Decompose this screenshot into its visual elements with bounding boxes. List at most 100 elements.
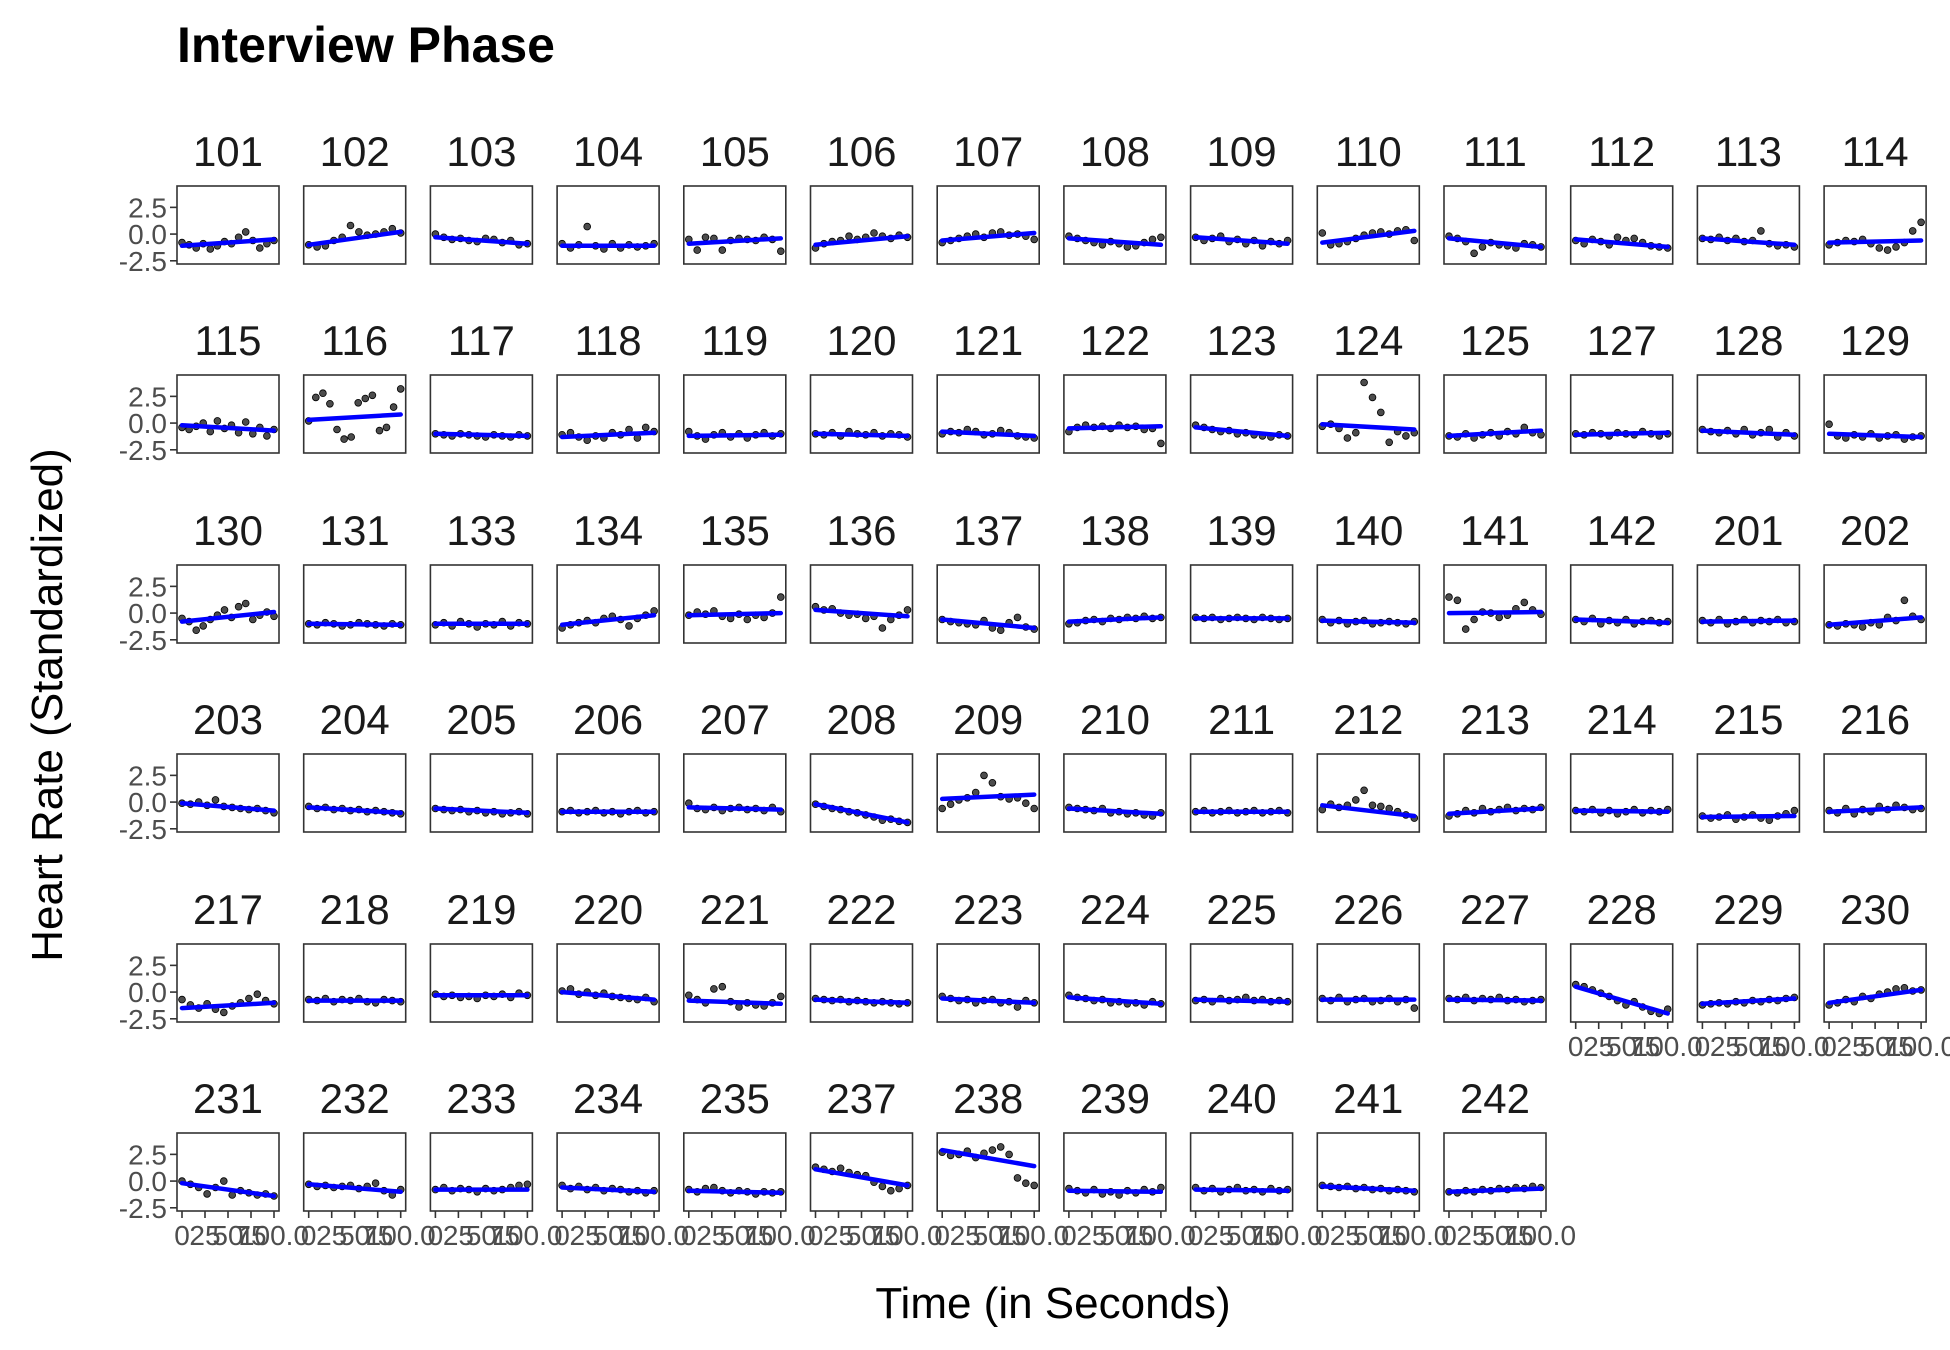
x-tick-label: 50	[719, 1220, 750, 1251]
y-axis-label: Heart Rate (Standardized)	[23, 448, 72, 962]
facet-strip-label: 105	[700, 128, 770, 175]
facet-panel-131: 131	[302, 507, 407, 644]
facet-strip-label: 204	[320, 696, 390, 743]
data-point	[220, 1177, 228, 1185]
panel-border	[1443, 753, 1547, 833]
fit-line	[939, 617, 1037, 631]
data-point	[776, 593, 785, 601]
facet-strip-label: 234	[573, 1075, 643, 1122]
facet-strip-label: 115	[195, 317, 262, 364]
panel-border	[176, 374, 280, 454]
data-point	[206, 245, 215, 253]
x-tick-label: 75	[1249, 1220, 1280, 1251]
facet-strip-label: 138	[1080, 507, 1150, 554]
facet-strip-label: 227	[1460, 886, 1530, 933]
panel-border	[1696, 185, 1801, 265]
panel-border	[1063, 1132, 1167, 1212]
facet-strip-label: 101	[193, 128, 263, 175]
fit-line	[1446, 428, 1544, 439]
fit-line	[1066, 424, 1164, 431]
x-tick-label: 0	[808, 1220, 824, 1251]
fit-line	[1320, 421, 1417, 432]
x-tick-label: 0	[1441, 1220, 1457, 1251]
panel-border	[1823, 564, 1927, 644]
panel-border	[302, 753, 407, 833]
data-point	[1030, 235, 1038, 244]
facet-panel-128: 128	[1696, 317, 1801, 454]
x-tick-label: 75	[235, 1220, 266, 1251]
facet-strip-label: 116	[321, 317, 388, 364]
x-tick-label: 0	[1695, 1031, 1711, 1062]
data-point	[996, 626, 1005, 634]
facet-strip-label: 232	[320, 1075, 390, 1122]
fit-line	[1066, 236, 1164, 248]
facet-strip-label: 125	[1460, 317, 1530, 364]
data-point	[845, 232, 853, 241]
fit-line	[179, 1000, 277, 1011]
facet-panel-109: 109	[1189, 128, 1294, 265]
facet-strip-label: 219	[446, 886, 516, 933]
facet-strip-label: 230	[1840, 886, 1910, 933]
data-point	[375, 426, 384, 435]
fit-line	[1826, 431, 1924, 440]
facet-panel-111: 111	[1443, 128, 1547, 265]
facet-panel-118: 118	[556, 317, 660, 454]
x-tick-label: 50	[1353, 1220, 1384, 1251]
x-tick-label: 25	[1076, 1220, 1107, 1251]
fit-line	[686, 432, 784, 439]
facet-strip-label: 228	[1587, 886, 1657, 933]
data-point	[996, 1143, 1005, 1151]
data-point	[980, 771, 988, 780]
facet-panel-139: 139	[1189, 507, 1294, 644]
data-point	[1377, 408, 1385, 417]
panel-border	[936, 564, 1041, 644]
facet-strip-label: 205	[446, 696, 516, 743]
fit-line	[1700, 813, 1797, 820]
facet-strip-label: 206	[573, 696, 643, 743]
data-point	[241, 599, 250, 608]
data-point	[192, 626, 201, 634]
x-tick-label: 25	[1583, 1031, 1614, 1062]
facet-panel-136: 136	[809, 507, 914, 644]
panel-border	[1189, 564, 1294, 644]
data-point	[1520, 598, 1529, 607]
facet-panel-104: 104	[556, 128, 660, 265]
facet-strip-label: 128	[1713, 317, 1783, 364]
facet-strip-label: 214	[1587, 696, 1657, 743]
x-tick-label: 75	[1756, 1031, 1787, 1062]
fit-line	[306, 412, 403, 423]
data-point	[625, 622, 633, 630]
data-point	[1352, 796, 1360, 804]
facet-panel-219: 219	[429, 886, 534, 1023]
facet-strip-label: 233	[446, 1075, 516, 1122]
facet-panel-206: 206	[556, 696, 660, 833]
facet-panel-140: 140	[1316, 507, 1421, 644]
facet-panel-207: 207	[682, 696, 787, 833]
facet-panel-218: 218	[302, 886, 407, 1023]
facet-panel-211: 211	[1189, 696, 1294, 833]
facet-strip-label: 121	[953, 317, 1023, 364]
panel-border	[936, 374, 1041, 454]
data-point	[245, 994, 253, 1003]
facet-panel-113: 113	[1696, 128, 1801, 265]
data-point	[241, 418, 250, 426]
x-tick-label: 0	[1188, 1220, 1204, 1251]
x-tick-label: 0	[1568, 1031, 1584, 1062]
data-point	[253, 990, 262, 998]
facet-panel-209: 209	[936, 696, 1041, 833]
facet-strip-label: 217	[193, 886, 263, 933]
facet-panel-124: 124	[1316, 317, 1421, 454]
panel-border	[1189, 374, 1294, 454]
facet-strip-label: 237	[826, 1075, 896, 1122]
facet-strip-label: 202	[1840, 507, 1910, 554]
x-tick-label: 100.0	[1253, 1220, 1323, 1251]
facet-panel-103: 103	[429, 128, 534, 265]
facet-panel-203: 203 2.50.0-2.5	[119, 696, 280, 845]
fit-line	[1573, 617, 1670, 625]
panel-border	[302, 1132, 407, 1212]
facet-panel-123: 123	[1189, 317, 1294, 454]
x-tick-label: 75	[1883, 1031, 1914, 1062]
